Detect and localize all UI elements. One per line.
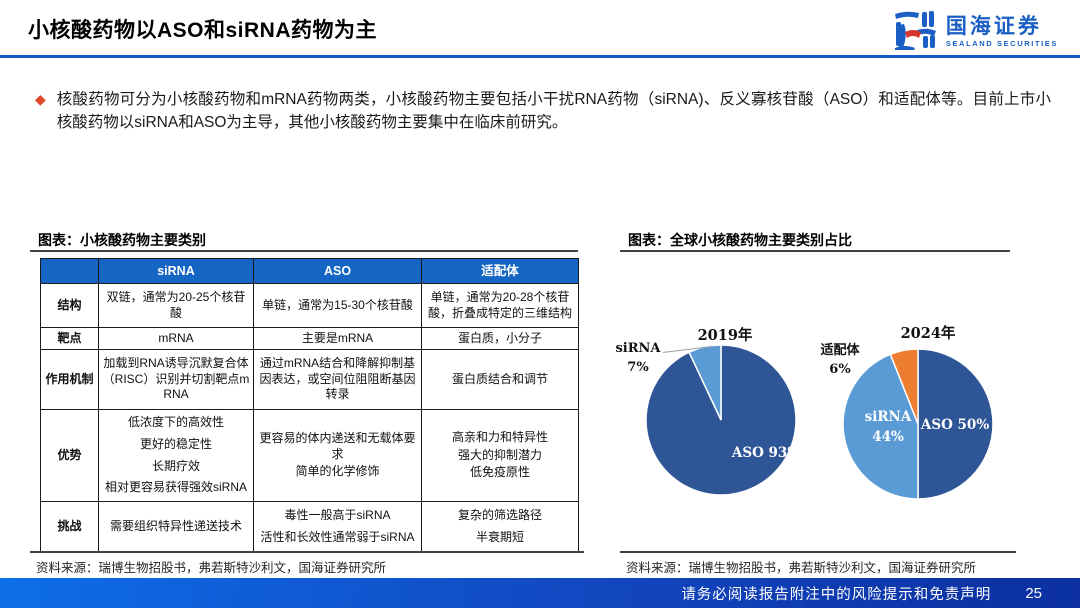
row-label: 结构	[40, 283, 99, 328]
table-header-row: siRNA ASO 适配体	[40, 258, 579, 284]
pie-slice-ASO	[917, 348, 994, 500]
cell-text: 活性和长效性通常弱于siRNA	[260, 529, 415, 544]
cell-text: 毒性一般高于siRNA	[284, 507, 391, 522]
cell-text: mRNA	[158, 330, 194, 345]
cell-text: 通过mRNA结合和降解抑制基因表达，或空间位阻阻断基因转录	[259, 356, 416, 402]
cell-text: 相对更容易获得强效siRNA	[104, 480, 247, 495]
pie-slice-适配体	[889, 348, 919, 425]
right-caption-rule	[620, 250, 1010, 252]
cell-text: 长期疗效	[151, 458, 200, 473]
row-label: 靶点	[40, 327, 99, 350]
table-row: 优势 低浓度下的高效性 更好的稳定性 长期疗效 相对更容易获得强效siRNA 更…	[40, 409, 579, 502]
diamond-bullet-icon: ◆	[35, 91, 46, 107]
cell-text: 蛋白质，小分子	[457, 330, 542, 345]
logo-name-cn: 国海证券	[945, 14, 1042, 38]
table-row: 作用机制 加载到RNA诱导沉默复合体（RISC）识别并切割靶点mRNA 通过mR…	[40, 349, 579, 410]
table-row: 靶点 mRNA 主要是mRNA 蛋白质，小分子	[40, 327, 579, 350]
cell-text: 低免疫原性	[469, 465, 530, 480]
left-source-note: 资料来源：瑞博生物招股书，弗若斯特沙利文，国海证券研究所	[30, 551, 584, 576]
cell-text: 强大的抑制潜力	[457, 447, 542, 462]
header-aptamer: 适配体	[421, 258, 579, 284]
pie-2024-sirna-label: siRNA 44%	[864, 409, 912, 445]
company-logo: 国海证券 SEALAND SECURITIES	[893, 8, 1058, 55]
pie-chart-2024	[842, 348, 994, 500]
cell-text: 高亲和力和特异性	[451, 430, 548, 445]
pie-chart-2019	[645, 344, 797, 496]
header-sirna: siRNA	[98, 258, 254, 284]
left-chart-caption: 图表：小核酸药物主要类别	[38, 232, 206, 248]
cell-text: 低浓度下的高效性	[127, 415, 224, 430]
pie-2024-aptamer-label: 适配体 6%	[820, 343, 860, 377]
cell-text: 需要组织特异性递送技术	[109, 518, 242, 533]
cell-text: 蛋白质结合和调节	[451, 371, 548, 386]
cell-text: 双链，通常为20-25个核苷酸	[106, 289, 246, 320]
footer-bar: 请务必阅读报告附注中的风险提示和免责声明 25	[0, 578, 1080, 608]
table-row: 结构 双链，通常为20-25个核苷酸 单链，通常为15-30个核苷酸 单链，通常…	[40, 283, 579, 328]
left-caption-rule	[30, 250, 578, 252]
sealand-logo-icon	[893, 8, 939, 55]
footer-disclaimer: 请务必阅读报告附注中的风险提示和免责声明	[681, 586, 992, 603]
pie-2024-aso-label: ASO 50%	[920, 417, 990, 433]
cell-text: 复杂的筛选路径	[457, 507, 542, 522]
cell-text: 更好的稳定性	[139, 436, 212, 451]
page-title: 小核酸药物以ASO和siRNA药物为主	[28, 19, 378, 42]
cell-text: 单链，通常为15-30个核苷酸	[262, 297, 413, 312]
pie-2019-title: 2019年	[697, 327, 753, 344]
cell-text: 简单的化学修饰	[295, 464, 380, 479]
cell-text: 更容易的体内递送和无载体要求	[259, 431, 416, 461]
logo-name-en: SEALAND SECURITIES	[945, 38, 1058, 48]
cell-text: 半衰期短	[475, 529, 524, 544]
summary-bullet: ◆ 核酸药物可分为小核酸药物和mRNA药物两类，小核酸药物主要包括小干扰RNA药…	[35, 88, 1051, 134]
pie-2024-title: 2024年	[900, 325, 956, 342]
header-empty	[40, 258, 99, 284]
page-number: 25	[1025, 584, 1042, 602]
summary-text: 核酸药物可分为小核酸药物和mRNA药物两类，小核酸药物主要包括小干扰RNA药物（…	[56, 91, 1051, 131]
table-row: 挑战 需要组织特异性递送技术 毒性一般高于siRNA 活性和长效性通常弱于siR…	[40, 501, 579, 552]
row-label: 挑战	[40, 501, 99, 552]
header-aso: ASO	[253, 258, 422, 284]
pie-slice-siRNA	[842, 353, 919, 500]
pie-charts-area: 2019年 siRNA 7% ASO 93% 2024年 适配体 6% ASO …	[610, 298, 1030, 553]
right-chart-caption: 图表：全球小核酸药物主要类别占比	[628, 232, 852, 248]
pie-2019-aso-label: ASO 93%	[731, 445, 801, 461]
cell-text: 主要是mRNA	[301, 330, 374, 345]
right-source-note: 资料来源：瑞博生物招股书，弗若斯特沙利文，国海证券研究所	[620, 551, 1016, 576]
row-label: 作用机制	[40, 349, 99, 410]
row-label: 优势	[40, 409, 99, 502]
cell-text: 单链，通常为20-28个核苷酸，折叠成特定的三维结构	[427, 289, 572, 320]
title-divider	[0, 55, 1080, 58]
pie-slice-siRNA	[688, 344, 722, 421]
pie-2019-sirna-label: siRNA 7%	[615, 341, 661, 375]
drug-class-table: siRNA ASO 适配体 结构 双链，通常为20-25个核苷酸 单链，通常为1…	[40, 258, 579, 552]
cell-text: 加载到RNA诱导沉默复合体（RISC）识别并切割靶点mRNA	[102, 356, 250, 402]
